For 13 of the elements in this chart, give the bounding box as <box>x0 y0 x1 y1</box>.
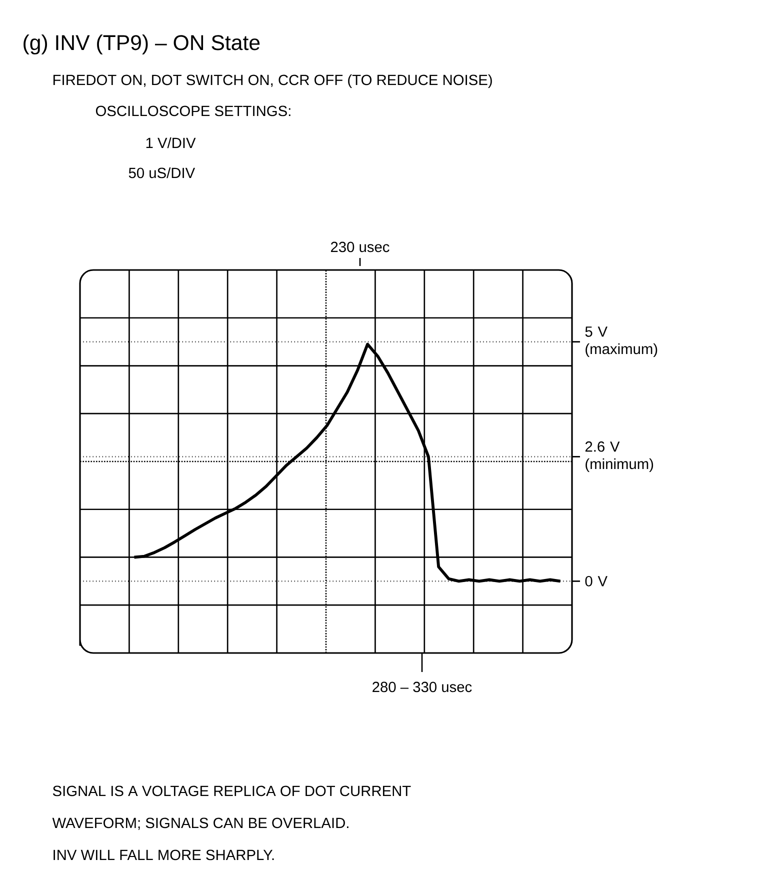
text: INV WILL FALL MORE SHARPLY. <box>54 850 274 860</box>
text: 230 usec <box>330 242 390 252</box>
chart-title: (g) INV (TP9) – ON State <box>24 34 260 54</box>
y-tick-label: 5 V (maximum) <box>585 326 658 358</box>
text: SIGNAL IS A VOLTAGE REPLICA OF DOT CURRENT <box>52 786 411 796</box>
y-tick-label: 0 V <box>585 576 608 586</box>
text: 280 – 330 usec <box>372 682 472 692</box>
text: 50 uS/DIV <box>128 167 196 178</box>
text: 1 V/DIV <box>146 137 196 148</box>
y-tick-label: 2.6 V (minimum) <box>585 441 654 472</box>
chart-subtitle: FIREDOT ON, DOT SWITCH ON, CCR OFF (TO REDUCE NOISE) <box>53 74 492 88</box>
text: WAVEFORM; SIGNALS CAN BE OVERLAID. <box>52 818 348 830</box>
text: OSCILLOSCOPE SETTINGS: <box>96 106 290 116</box>
